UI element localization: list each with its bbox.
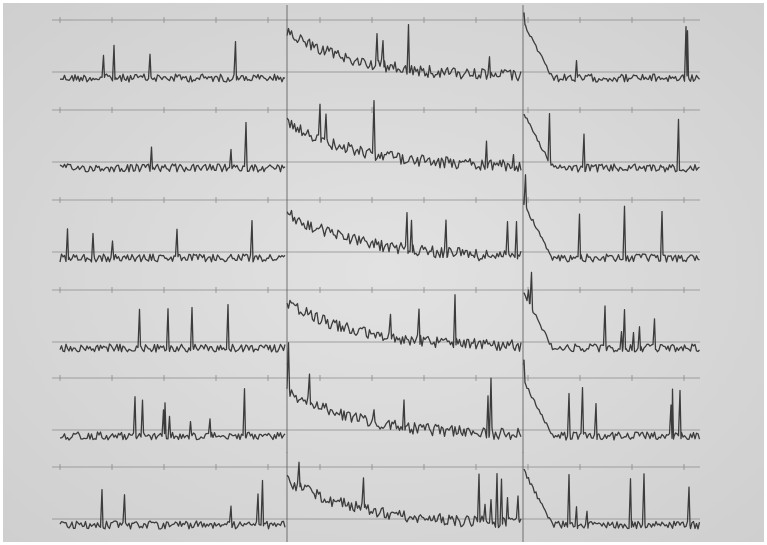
paper-background bbox=[3, 3, 764, 542]
